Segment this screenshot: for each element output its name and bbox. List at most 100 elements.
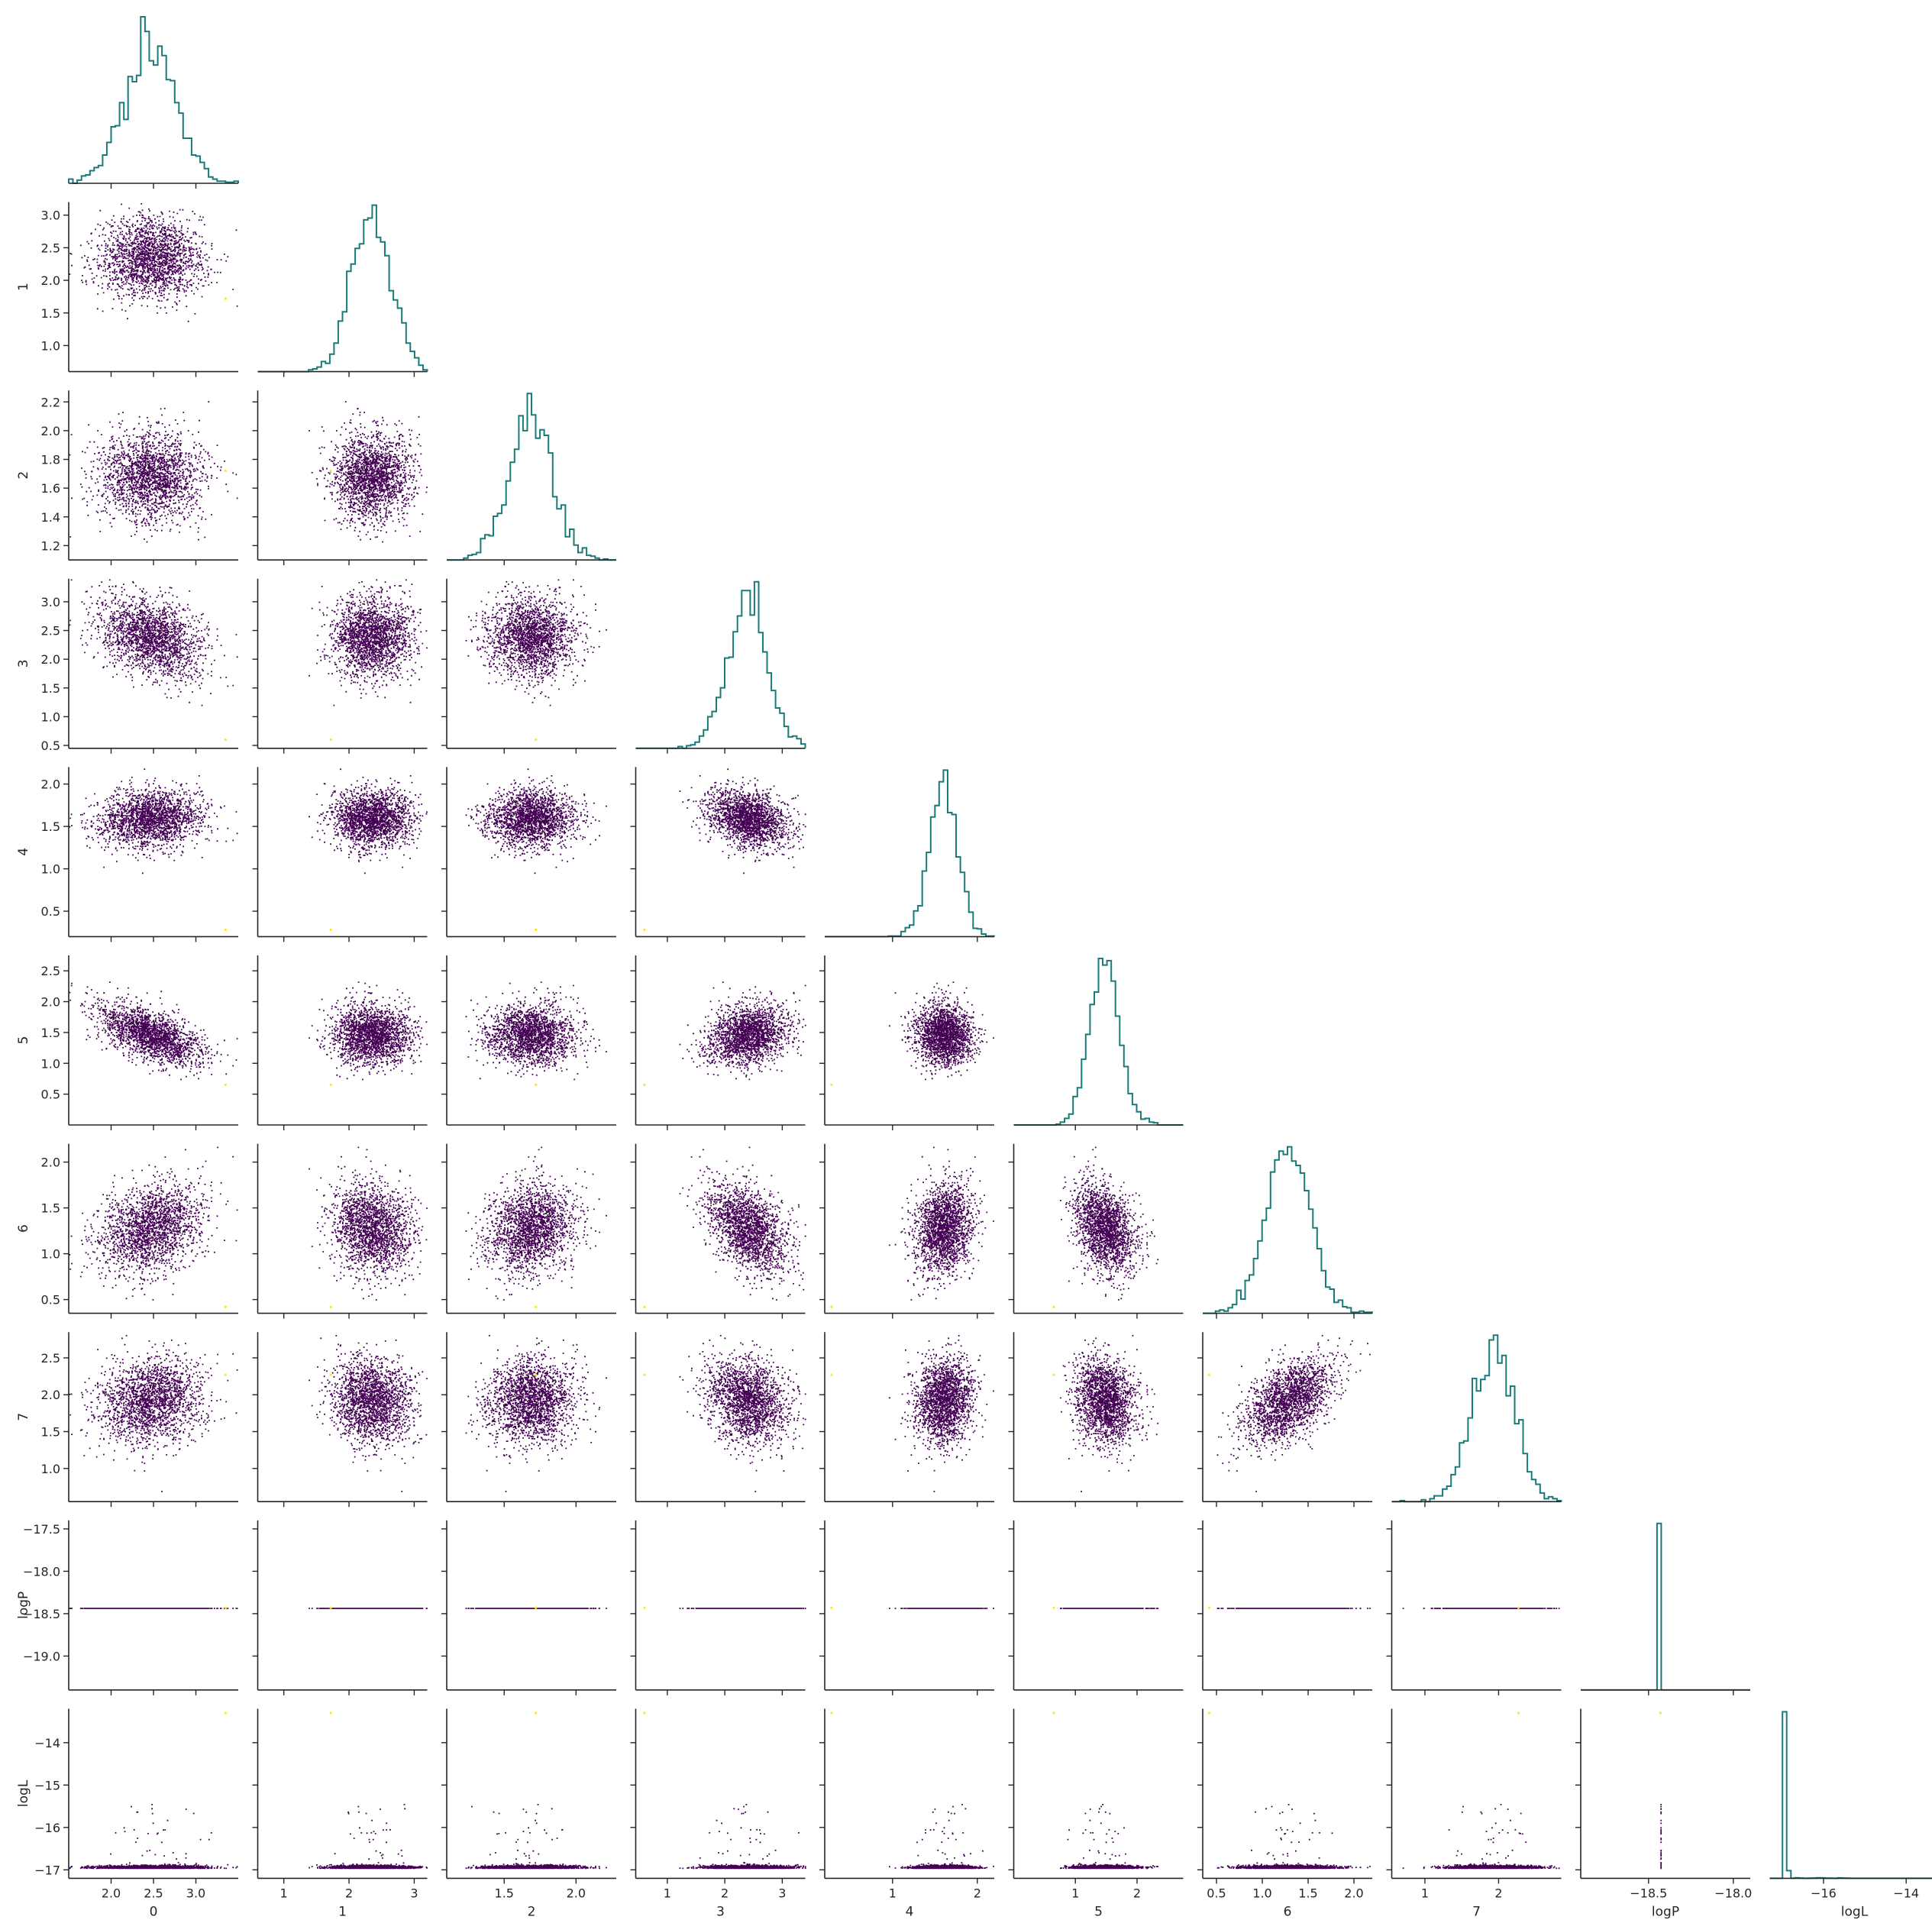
outlier-point [329,1712,332,1715]
outlier-point [1052,1305,1055,1308]
y-tick-label: 3.0 [41,208,60,223]
panel-logP-vs-2 [441,1520,616,1695]
x-axis-label-1: 1 [338,1904,347,1919]
panel-logL-vs-logL: −16 −14 logL [1769,1711,1932,1919]
y-tick-label: −17.5 [23,1522,60,1537]
outlier-point [329,1083,332,1087]
x-tick-label: 2.0 [1344,1886,1363,1900]
x-tick-label: 1 [280,1886,288,1900]
panel-6-vs-5 [1008,1143,1184,1319]
scatter-points-5-vs-3 [679,981,806,1081]
panel-7-vs-5 [1008,1332,1184,1508]
outlier-point [224,928,227,932]
panel-6-vs-4 [819,1143,994,1319]
scatter-points-logP-vs-4 [889,1608,994,1609]
x-axis-label-7: 7 [1472,1904,1481,1919]
outlier-point [1207,1712,1210,1715]
panel-logL-vs-logP: −18.5 −18.0 logP [1575,1708,1752,1919]
y-tick-label: 2.0 [41,424,60,438]
y-tick-label: 0.5 [41,904,60,919]
histogram-5 [1013,958,1184,1126]
x-axis-label-logL: logL [1841,1904,1869,1919]
outlier-point [535,1373,538,1376]
histogram-logP [1581,1522,1750,1691]
panel-5-vs-1 [252,955,428,1130]
y-tick-label: −19.0 [23,1649,60,1663]
panel-6-vs-3 [630,1143,806,1319]
panel-7-vs-6 [1197,1332,1372,1508]
y-tick-label: −18.0 [23,1564,60,1579]
outlier-point [643,1606,646,1609]
outlier-point [1517,1712,1520,1715]
scatter-points-6-vs-5 [1060,1146,1159,1301]
y-tick-label: 1.0 [41,1247,60,1262]
y-tick-label: 1.5 [41,1026,60,1040]
panel-5-vs-0: 0.5 1.0 1.5 2.0 2.5 5 [16,955,238,1130]
x-tick-label: 1.0 [1252,1886,1271,1900]
scatter-points-5-vs-1 [309,981,428,1081]
panel-6-vs-2 [441,1143,616,1319]
outlier-point [643,928,646,932]
scatter-points-3-vs-0 [69,579,238,706]
panel-logP-vs-4 [819,1520,994,1695]
y-axis-label-logL: logL [16,1779,31,1807]
outlier-point [1052,1373,1055,1376]
panel-3-vs-1 [252,578,428,754]
outlier-point [535,1083,538,1087]
outlier-point [830,1305,833,1308]
outlier-point [224,1083,227,1087]
panel-5-vs-3 [630,955,806,1130]
y-axis-label-5: 5 [16,1036,31,1045]
x-axis-label-2: 2 [528,1904,536,1919]
panel-3-vs-0: 0.5 1.0 1.5 2.0 2.5 3.0 3 [16,578,238,754]
y-tick-label: 1.2 [41,538,60,553]
scatter-points-logP-vs-0 [69,1608,238,1609]
panel-4-vs-2 [441,767,616,942]
scatter-points-5-vs-4 [889,981,994,1081]
scatter-points-7-vs-2 [465,1335,607,1492]
outlier-point [535,928,538,932]
x-tick-label: 2 [1133,1886,1141,1900]
outlier-point [329,1606,332,1609]
scatter-points-4-vs-0 [69,768,238,874]
panel-7-vs-0: 1.0 1.5 2.0 2.5 7 [16,1332,238,1508]
panel-7-vs-4 [819,1332,994,1508]
scatter-points-3-vs-1 [309,579,428,706]
panel-5-vs-2 [441,955,616,1130]
outlier-point [830,1373,833,1376]
panel-7-vs-1 [252,1332,428,1508]
panel-4-vs-3 [630,767,806,942]
x-tick-label: 2.0 [567,1886,586,1900]
outlier-point [830,1083,833,1087]
scatter-points-6-vs-1 [309,1146,428,1301]
outlier-point [224,469,227,473]
y-tick-label: 2.2 [41,395,60,409]
scatter-points-logP-vs-3 [679,1608,806,1609]
outlier-point [329,1305,332,1308]
y-tick-label: 1.6 [41,481,60,496]
histogram-4 [825,769,995,938]
outlier-point [1207,1373,1210,1376]
y-axis-label-3: 3 [16,659,31,667]
outlier-point [329,928,332,932]
x-tick-label: 1 [889,1886,897,1900]
outlier-point [224,1606,227,1609]
scatter-points-4-vs-1 [309,768,428,874]
y-tick-label: 2.0 [41,995,60,1010]
x-tick-label: 1.5 [495,1886,514,1900]
x-tick-label: 1.5 [1298,1886,1317,1900]
y-tick-label: 1.0 [41,709,60,724]
scatter-points-logL-vs-5 [1060,1804,1159,1870]
panel-0-vs-0 [68,16,239,189]
panel-4-vs-1 [252,767,428,942]
y-tick-label: −15 [34,1778,60,1792]
y-tick-label: 1.0 [41,1462,60,1476]
outlier-point [535,1712,538,1715]
outlier-point [535,1305,538,1308]
panel-1-vs-1 [257,204,428,377]
y-tick-label: 2.5 [41,241,60,255]
y-tick-label: 1.0 [41,338,60,353]
scatter-points-6-vs-3 [679,1146,806,1301]
panel-logP-vs-5 [1008,1520,1184,1695]
scatter-points-2-vs-0 [69,401,238,543]
